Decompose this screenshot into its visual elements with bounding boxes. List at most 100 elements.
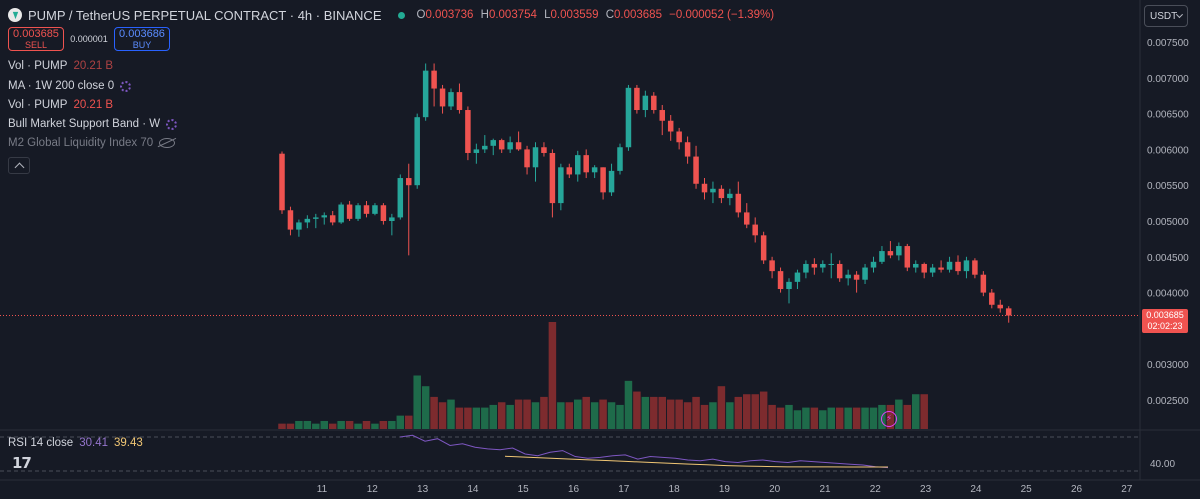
volume-bar: [590, 402, 599, 429]
candle-body: [414, 117, 420, 186]
volume-bar: [531, 402, 540, 429]
candle-body: [532, 147, 539, 168]
candle-body: [904, 246, 911, 268]
volume-bar: [286, 423, 295, 429]
x-tick-label: 13: [417, 484, 429, 495]
candle-body: [946, 261, 953, 270]
candle-body: [473, 149, 480, 153]
market-status-dot: [397, 11, 405, 19]
volume-bar: [345, 420, 354, 429]
x-tick-label: 19: [719, 484, 731, 495]
x-tick-label: 11: [317, 484, 328, 495]
lightning-icon[interactable]: ⚡: [881, 411, 897, 427]
indicator-bull-band[interactable]: Bull Market Support Band · W: [8, 118, 178, 130]
rsi-legend[interactable]: RSI 14 close 30.41 39.43: [8, 437, 143, 449]
candle-body: [710, 188, 716, 193]
gear-icon[interactable]: [120, 80, 132, 92]
volume-bar: [574, 399, 582, 429]
symbol-header: PUMP / TetherUS PERPETUAL CONTRACT · 4h …: [8, 4, 778, 26]
volume-bar: [717, 386, 726, 429]
volume-bar: [759, 391, 768, 429]
gear-icon[interactable]: [166, 118, 178, 130]
x-tick-label: 22: [870, 484, 882, 495]
candle-body: [1005, 308, 1012, 316]
tradingview-logo[interactable]: 17: [12, 454, 32, 472]
eye-hidden-icon[interactable]: [159, 138, 176, 148]
candle-body: [389, 217, 395, 221]
candle-body: [355, 205, 361, 219]
volume-bar: [328, 423, 337, 429]
candle-body: [701, 183, 708, 193]
candle-body: [380, 205, 387, 221]
volume-bar: [827, 407, 835, 429]
candle-body: [363, 205, 370, 214]
volume-bar: [751, 394, 759, 429]
candle-body: [760, 235, 767, 261]
volume-bar: [514, 399, 523, 429]
candle-body: [642, 95, 649, 111]
chevron-up-icon: [14, 162, 24, 172]
ohlc-readout: O0.003736 H0.003754 L0.003559 C0.003685 …: [416, 9, 775, 21]
volume-bar: [802, 407, 810, 429]
candle-body: [558, 167, 564, 204]
candle-body: [989, 292, 995, 305]
indicator-vol-1[interactable]: Vol · PUMP 20.21 B: [8, 60, 114, 72]
sell-button[interactable]: 0.003685 SELL: [8, 27, 64, 51]
collapse-indicators-button[interactable]: [8, 157, 30, 174]
y-tick-label: 0.005500: [1147, 181, 1189, 192]
y-tick-label: 0.002500: [1147, 396, 1189, 407]
symbol-title[interactable]: PUMP / TetherUS PERPETUAL CONTRACT · 4h …: [28, 7, 382, 23]
candle-body: [972, 260, 978, 275]
volume-bar: [616, 404, 624, 429]
candle-body: [684, 142, 691, 157]
buy-button[interactable]: 0.003686 BUY: [114, 27, 170, 51]
volume-bar: [295, 420, 303, 429]
volume-bar: [497, 402, 506, 429]
candle-body: [744, 212, 750, 225]
candle-body: [431, 70, 437, 89]
volume-bar: [607, 402, 616, 429]
volume-bar: [709, 402, 717, 429]
candle-body: [853, 274, 860, 280]
volume-bar: [776, 407, 785, 429]
volume-bar: [666, 399, 675, 429]
pump-logo-icon: [8, 8, 22, 22]
volume-bar: [692, 396, 700, 429]
indicator-vol-2[interactable]: Vol · PUMP 20.21 B: [8, 99, 114, 111]
volume-bar: [548, 322, 557, 429]
y-tick-label: 0.007500: [1147, 38, 1189, 49]
candle-body: [718, 188, 725, 199]
candle-body: [769, 260, 775, 272]
indicator-ma[interactable]: MA · 1W 200 close 0: [8, 80, 132, 92]
y-tick-label: 0.006000: [1147, 145, 1189, 156]
candle-body: [321, 215, 327, 218]
volume-bar: [337, 420, 345, 429]
indicator-m2[interactable]: M2 Global Liquidity Index 70: [8, 137, 176, 149]
candle-body: [313, 217, 319, 219]
candle-body: [794, 272, 801, 282]
x-tick-label: 14: [467, 484, 479, 495]
candle-body: [693, 156, 699, 184]
candle-body: [507, 142, 513, 150]
candle-body: [524, 149, 530, 168]
candle-body: [422, 70, 429, 118]
candle-body: [921, 263, 927, 273]
volume-bar: [464, 407, 472, 429]
candle-body: [862, 267, 868, 280]
candle-body: [938, 267, 944, 270]
candle-body: [980, 274, 987, 293]
candle-body: [676, 131, 682, 143]
candle-body: [372, 205, 378, 214]
currency-select[interactable]: USDT: [1144, 5, 1188, 27]
y-tick-label: 0.005000: [1147, 217, 1189, 228]
trade-buttons: 0.003685 SELL 0.000001 0.003686 BUY: [8, 27, 170, 51]
volume-bar: [683, 402, 692, 429]
candle-body: [406, 178, 412, 186]
candle-body: [346, 204, 353, 219]
volume-bar: [540, 396, 548, 429]
candle-body: [845, 274, 851, 279]
x-tick-label: 20: [769, 484, 781, 495]
candle-body: [482, 145, 488, 150]
volume-bar: [447, 399, 455, 429]
